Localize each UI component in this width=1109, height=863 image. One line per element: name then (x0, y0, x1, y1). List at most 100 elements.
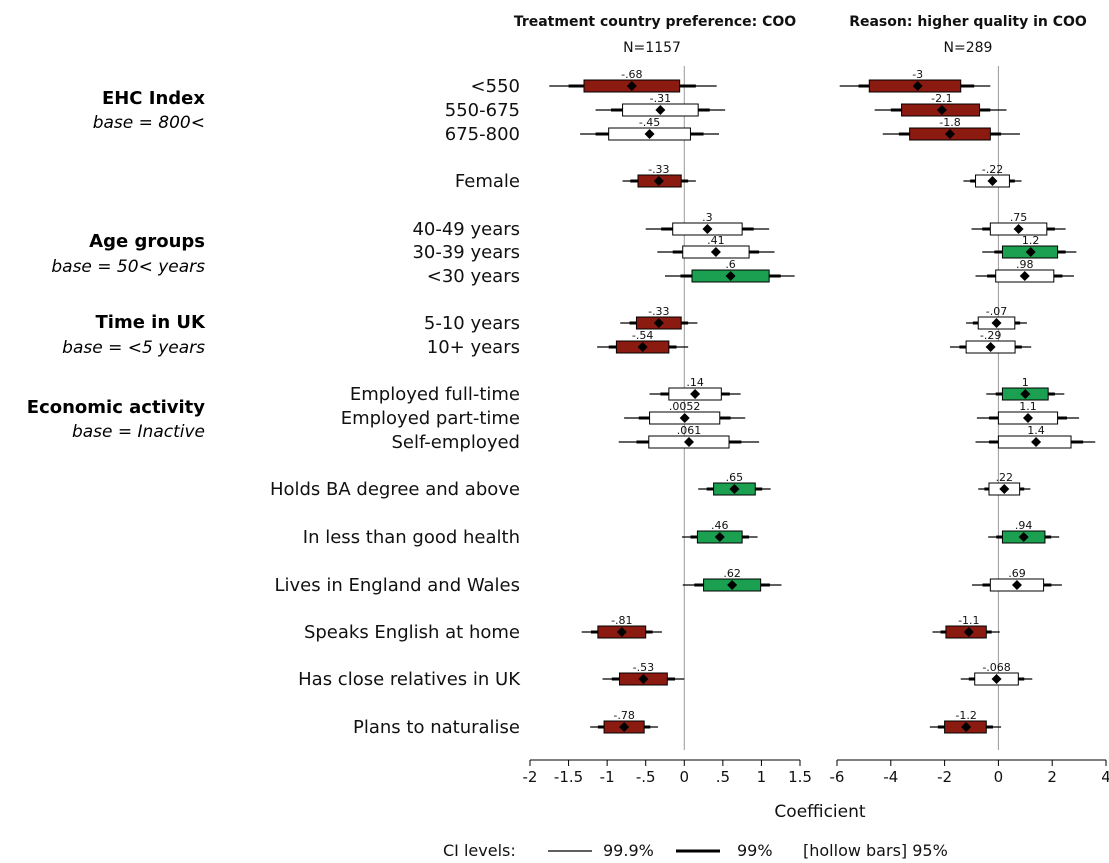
estimate-5-10-years: -.07 (966, 305, 1027, 330)
group-title-age-groups: Age groups (89, 231, 205, 252)
point-estimate-marker (991, 318, 1002, 328)
point-estimate-marker (985, 342, 996, 352)
coefficient-label: -.53 (633, 661, 654, 674)
row-label-holds-ba-degree-and-above: Holds BA degree and above (270, 479, 520, 500)
legend-level-99: 99% (737, 841, 773, 860)
point-estimate-marker (991, 674, 1002, 684)
estimate-40-49-years: .75 (971, 211, 1066, 236)
row-label-550: <550 (471, 76, 520, 97)
coefficient-label: .46 (711, 519, 729, 532)
coefficient-label: 1 (1022, 376, 1029, 389)
point-estimate-marker (963, 627, 974, 637)
estimate-675-800: -1.8 (882, 116, 1020, 141)
estimate-plans-to-naturalise: -.78 (590, 709, 659, 734)
group-base-age-groups: base = 50< years (51, 257, 205, 277)
estimate-lives-in-england-and-wales: .69 (972, 567, 1062, 592)
coefficient-label: .94 (1015, 519, 1033, 532)
estimate-female: -.33 (622, 163, 696, 188)
row-label-5-10-years: 5-10 years (424, 313, 520, 334)
estimate-5-10-years: -.33 (620, 305, 698, 330)
estimate-self-employed: 1.4 (975, 424, 1096, 449)
panel-1-title: Treatment country preference: COO (514, 14, 796, 30)
coefficient-label: -1.2 (955, 709, 976, 722)
x-tick-label: -6 (830, 768, 845, 786)
x-tick-label: -2 (937, 768, 952, 786)
point-estimate-marker (1020, 389, 1031, 399)
x-tick-label: 0 (994, 768, 1004, 786)
panel-1-n: N=1157 (623, 40, 681, 56)
estimate-550: -3 (839, 68, 991, 93)
estimate-675-800: -.45 (580, 116, 719, 141)
estimate-female: -.22 (963, 163, 1022, 188)
row-label-30-39-years: 30-39 years (412, 242, 520, 263)
estimate-speaks-english-at-home: -.81 (581, 614, 662, 639)
x-tick-label: 1.5 (788, 768, 812, 786)
panel-2-title: Reason: higher quality in COO (849, 14, 1087, 30)
coefficient-label: -.22 (982, 163, 1003, 176)
legend-prefix: CI levels: (443, 841, 516, 860)
point-estimate-marker (653, 318, 664, 328)
point-estimate-marker (653, 176, 664, 186)
point-estimate-marker (729, 484, 740, 494)
estimate-30-39-years: 1.2 (982, 234, 1077, 259)
estimate-lives-in-england-and-wales: .62 (682, 567, 782, 592)
x-tick-label: -.5 (636, 768, 656, 786)
row-label-employed-full-time: Employed full-time (350, 384, 520, 405)
point-estimate-marker (1022, 413, 1033, 423)
group-base-economic-activity: base = Inactive (72, 422, 205, 442)
x-tick-label: -1 (600, 768, 615, 786)
estimate-550-675: -.31 (595, 92, 726, 117)
legend-level-999: 99.9% (603, 841, 654, 860)
x-tick-label: 1 (757, 768, 767, 786)
coefficient-label: .69 (1008, 567, 1026, 580)
coefficient-label: .14 (686, 376, 704, 389)
estimate-has-close-relatives-in-uk: -.53 (602, 661, 685, 686)
panel-treatment-country-preference: -2 -1.5 -1 -.5 0 .5 1 1.5 -.68 -.31 -.45 -.33 .3 .41.… (523, 66, 812, 786)
group-title-time-in-uk: Time in UK (96, 312, 207, 333)
panel-reason-higher-quality: -6 -4 -2 0 2 4 -3 -2.1 -1.8 -.22 .75 1.2 .98 -.07 -.29… (830, 66, 1109, 786)
x-tick-label: 4 (1101, 768, 1109, 786)
estimate-30-39-years: .41 (657, 234, 775, 259)
point-estimate-marker (644, 129, 655, 139)
estimate-employed-full-time: 1 (986, 376, 1065, 401)
estimate-employed-part-time: 1.1 (976, 400, 1080, 425)
point-estimate-marker (616, 627, 627, 637)
point-estimate-marker (1018, 532, 1029, 542)
row-label-in-less-than-good-health: In less than good health (303, 527, 520, 548)
estimate-in-less-than-good-health: .46 (681, 519, 758, 544)
panel-2-n: N=289 (944, 40, 993, 56)
coefficient-label: -.68 (621, 68, 642, 81)
row-label-employed-part-time: Employed part-time (341, 408, 520, 429)
point-estimate-marker (690, 389, 701, 399)
point-estimate-marker (655, 105, 666, 115)
point-estimate-marker (679, 413, 690, 423)
coefficient-label: .75 (1010, 211, 1028, 224)
estimate-in-less-than-good-health: .94 (988, 519, 1060, 544)
x-axis-title: Coefficient (774, 802, 865, 822)
coefficient-label: .62 (723, 567, 741, 580)
point-estimate-marker (1013, 224, 1024, 234)
coefficient-label: .3 (702, 211, 713, 224)
point-estimate-marker (1031, 437, 1042, 447)
row-label-female: Female (455, 171, 520, 192)
coefficient-label: .22 (996, 471, 1014, 484)
coefficient-label: .41 (707, 234, 725, 247)
point-estimate-marker (619, 722, 630, 732)
estimate-holds-ba-degree-and-above: .65 (698, 471, 771, 496)
coefficient-label: -1.8 (939, 116, 960, 129)
x-tick-label: -1.5 (554, 768, 583, 786)
estimate-10-years: -.54 (597, 329, 689, 354)
group-title-economic-activity: Economic activity (27, 397, 205, 418)
x-tick-label: .5 (716, 768, 730, 786)
estimate-employed-full-time: .14 (649, 376, 741, 401)
point-estimate-marker (1011, 580, 1022, 590)
point-estimate-marker (936, 105, 947, 115)
row-label-10-years: 10+ years (427, 337, 520, 358)
estimate-550: -.68 (549, 68, 717, 93)
legend: CI levels: 99.9% 99% [hollow bars] 95% (443, 841, 948, 860)
point-estimate-marker (626, 81, 637, 91)
point-estimate-marker (637, 342, 648, 352)
point-estimate-marker (961, 722, 972, 732)
coefficient-label: -.81 (611, 614, 632, 627)
